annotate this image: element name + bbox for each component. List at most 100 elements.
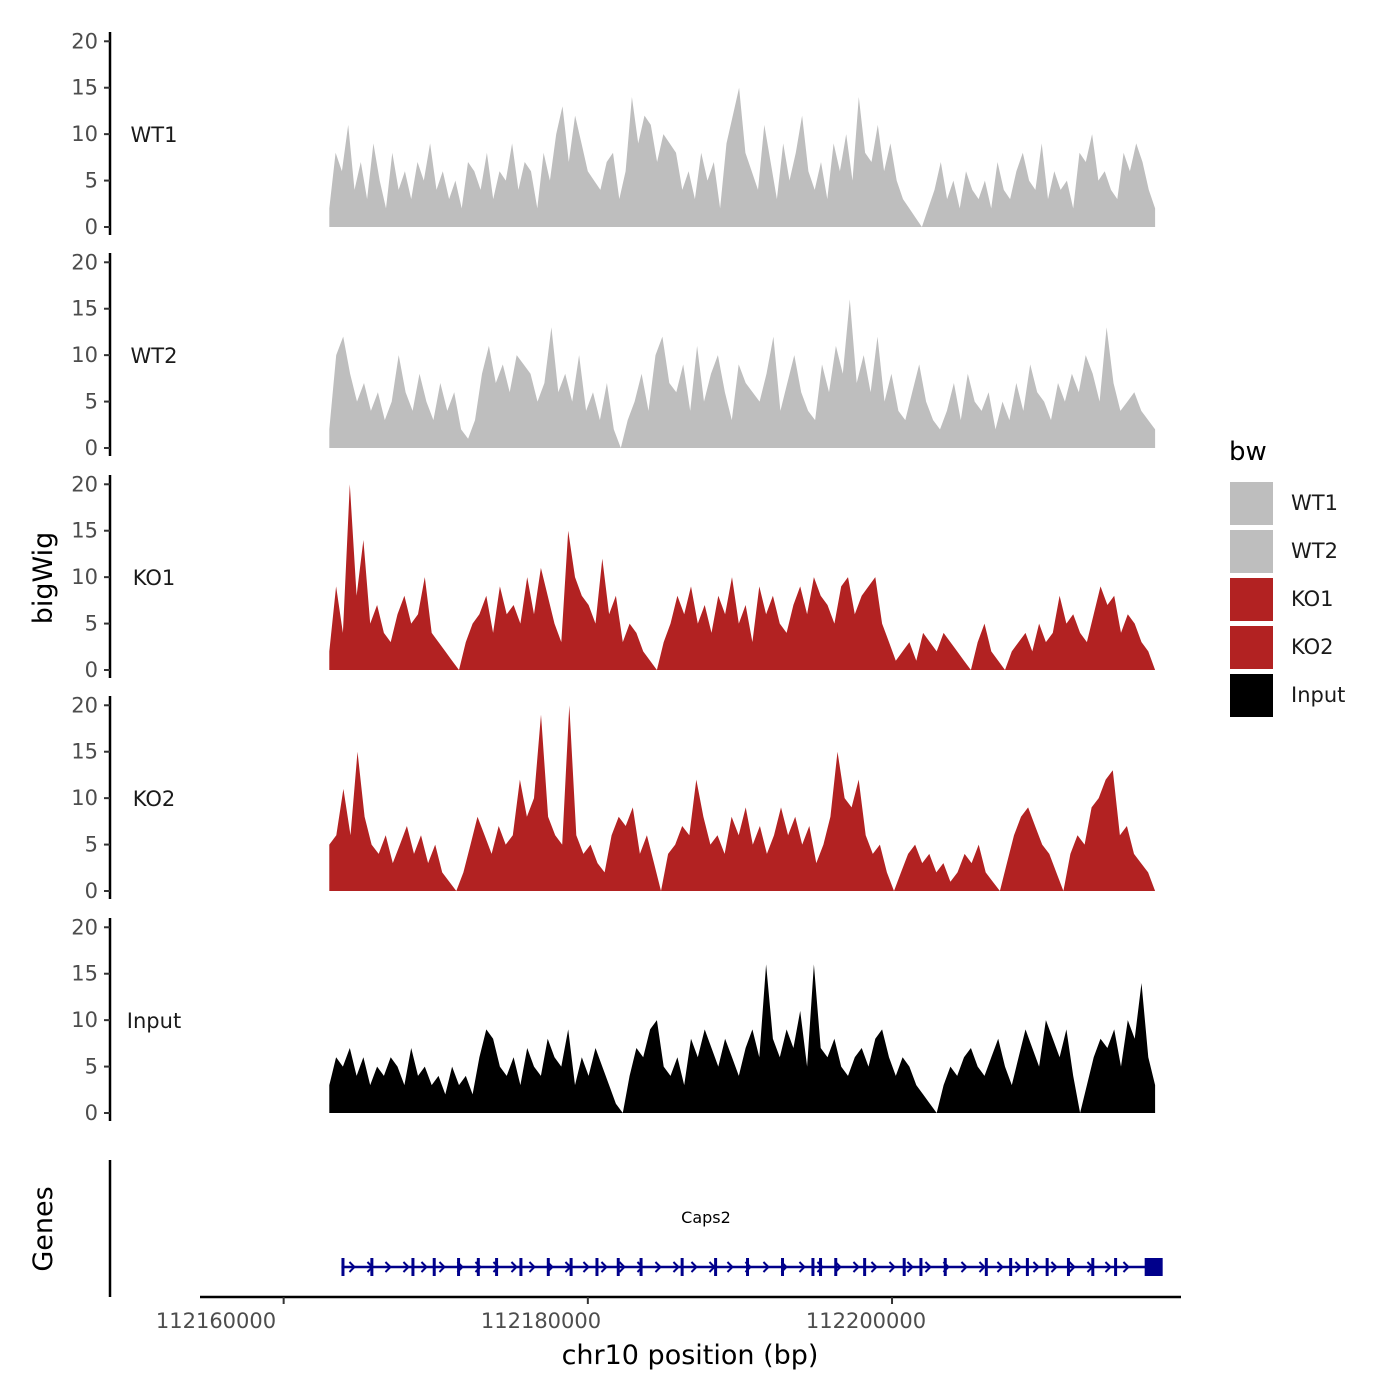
strand-arrow: [1050, 1261, 1058, 1273]
y-tick-label: 5: [85, 169, 98, 193]
gene-exon: [495, 1258, 499, 1276]
gene-exon: [1045, 1258, 1049, 1276]
gene-exon: [519, 1258, 523, 1276]
strand-arrow: [762, 1261, 770, 1273]
strand-arrow: [924, 1261, 932, 1273]
strand-arrow: [978, 1261, 986, 1273]
strand-arrow: [726, 1261, 734, 1273]
strand-arrow: [870, 1261, 878, 1273]
track-label-wt2: WT2: [131, 344, 178, 368]
legend-label-wt2: WT2: [1291, 539, 1338, 563]
x-tick-label: 112160000: [156, 1309, 276, 1333]
gene-exon: [1009, 1258, 1013, 1276]
strand-arrow: [384, 1261, 392, 1273]
strand-arrow: [672, 1261, 680, 1273]
legend-key-wt2: [1228, 528, 1275, 575]
strand-arrow: [906, 1261, 914, 1273]
y-tick-label: 15: [71, 297, 98, 321]
strand-arrow: [348, 1261, 356, 1273]
x-axis-title: chr10 position (bp): [562, 1340, 819, 1371]
y-tick-label: 5: [85, 833, 98, 857]
y-tick-label: 0: [85, 658, 98, 682]
track-label-wt1: WT1: [131, 123, 178, 147]
y-tick-label: 5: [85, 390, 98, 414]
track-label-ko1: KO1: [133, 566, 176, 590]
gene-exon: [811, 1258, 815, 1276]
gene-exon: [819, 1258, 823, 1276]
gene-exon: [546, 1258, 550, 1276]
y-tick-label: 10: [71, 565, 98, 589]
y-tick-label: 15: [71, 962, 98, 986]
coverage-area-wt1: [329, 87, 1156, 227]
y-tick-label: 0: [85, 215, 98, 239]
y-tick-label: 5: [85, 612, 98, 636]
y-tick-label: 0: [85, 436, 98, 460]
gene-exon: [781, 1258, 785, 1276]
gene-exon: [341, 1258, 345, 1276]
y-tick-label: 5: [85, 1055, 98, 1079]
gene-exon: [616, 1258, 620, 1276]
gene-exon: [746, 1258, 750, 1276]
track-label-ko2: KO2: [133, 787, 176, 811]
x-tick-label: 112180000: [481, 1309, 601, 1333]
gene-exon: [569, 1258, 573, 1276]
gene-exon: [639, 1258, 643, 1276]
strand-arrow: [618, 1261, 626, 1273]
legend-key-ko1: [1228, 576, 1275, 623]
strand-arrow: [438, 1261, 446, 1273]
gene-exon: [984, 1258, 988, 1276]
y-tick-label: 10: [71, 343, 98, 367]
strand-arrow: [960, 1261, 968, 1273]
strand-arrow: [402, 1261, 410, 1273]
strand-arrow: [654, 1261, 662, 1273]
y-tick-label: 20: [71, 693, 98, 717]
legend-key-input: [1228, 672, 1275, 719]
strand-arrow: [600, 1261, 608, 1273]
strand-arrow: [1032, 1261, 1040, 1273]
legend-label-wt1: WT1: [1291, 491, 1338, 515]
strand-arrow: [690, 1261, 698, 1273]
legend-label-input: Input: [1291, 683, 1345, 707]
strand-arrow: [798, 1261, 806, 1273]
strand-arrow: [1068, 1261, 1076, 1273]
y-tick-label: 20: [71, 472, 98, 496]
y-tick-label: 10: [71, 786, 98, 810]
y-tick-label: 15: [71, 76, 98, 100]
strand-arrow: [1014, 1261, 1022, 1273]
gene-label: Caps2: [681, 1208, 731, 1227]
gene-exon: [1091, 1258, 1095, 1276]
y-tick-label: 10: [71, 1008, 98, 1032]
gene-exon: [595, 1258, 599, 1276]
genes-panel-label: Genes: [28, 1186, 59, 1271]
x-tick-label: 112200000: [806, 1309, 926, 1333]
legend-label-ko2: KO2: [1291, 635, 1334, 659]
coverage-area-wt2: [329, 299, 1156, 448]
gene-exon-last: [1144, 1258, 1163, 1276]
gene-exon: [919, 1258, 923, 1276]
coverage-area-ko2: [329, 705, 1156, 891]
track-label-input: Input: [127, 1009, 181, 1033]
y-axis-title: bigWig: [28, 532, 59, 625]
y-tick-label: 15: [71, 519, 98, 543]
legend-label-ko1: KO1: [1291, 587, 1334, 611]
gene-exon: [834, 1258, 838, 1276]
y-tick-label: 0: [85, 879, 98, 903]
gene-exon: [1114, 1258, 1118, 1276]
y-tick-label: 15: [71, 740, 98, 764]
gene-exon: [1066, 1258, 1070, 1276]
strand-arrow: [888, 1261, 896, 1273]
y-tick-label: 10: [71, 122, 98, 146]
legend-key-wt1: [1228, 480, 1275, 527]
y-tick-label: 0: [85, 1101, 98, 1125]
strand-arrow: [852, 1261, 860, 1273]
coverage-area-ko1: [329, 484, 1156, 670]
y-tick-label: 20: [71, 29, 98, 53]
gene-exon: [457, 1258, 461, 1276]
strand-arrow: [1104, 1261, 1112, 1273]
y-tick-label: 20: [71, 915, 98, 939]
legend-key-ko2: [1228, 624, 1275, 671]
gene-exon: [902, 1258, 906, 1276]
gene-exon: [370, 1258, 374, 1276]
gene-exon: [432, 1258, 436, 1276]
